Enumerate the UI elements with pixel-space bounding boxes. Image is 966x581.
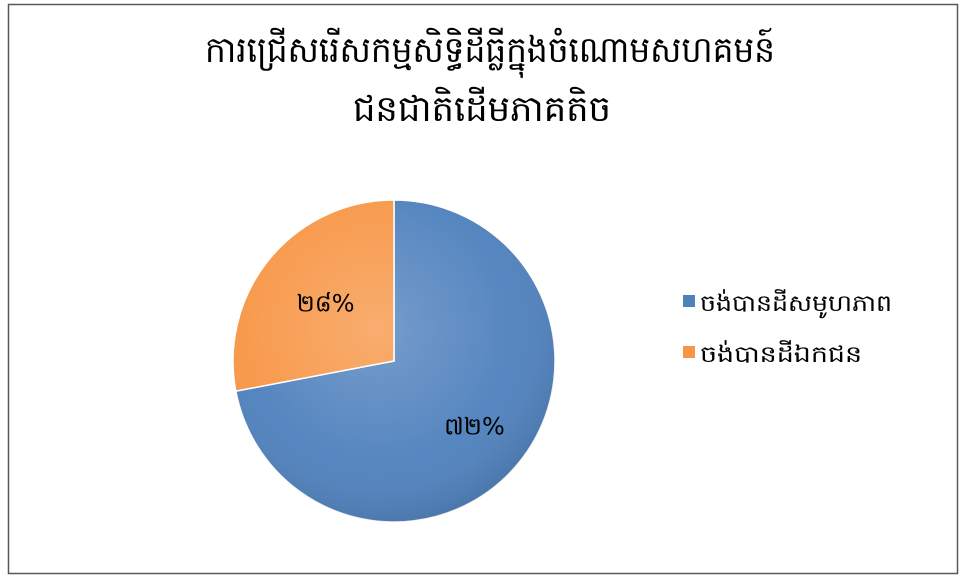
legend: ចង់បានដីសមូហភាព ចង់បានដីឯកជន <box>683 289 892 368</box>
legend-label-series-1: ចង់បានដីឯកជន <box>700 340 862 368</box>
legend-label-series-0: ចង់បានដីសមូហភាព <box>700 289 892 319</box>
legend-swatch-series-1 <box>683 346 695 358</box>
legend-swatch-series-0 <box>683 295 695 307</box>
pie-slices <box>232 199 556 523</box>
pie-data-labels: ៧២% ២៨% <box>297 289 505 440</box>
chart-title-line-2: ជនជាតិដើមភាគតិច <box>353 86 611 130</box>
chart-title-line-1: ការជ្រើសរើសកម្មសិទ្ធិដីធ្លីក្នុងចំណោមសហគ… <box>205 27 775 78</box>
data-label-series-0: ៧២% <box>444 413 505 441</box>
data-label-series-1: ២៨% <box>297 289 355 317</box>
